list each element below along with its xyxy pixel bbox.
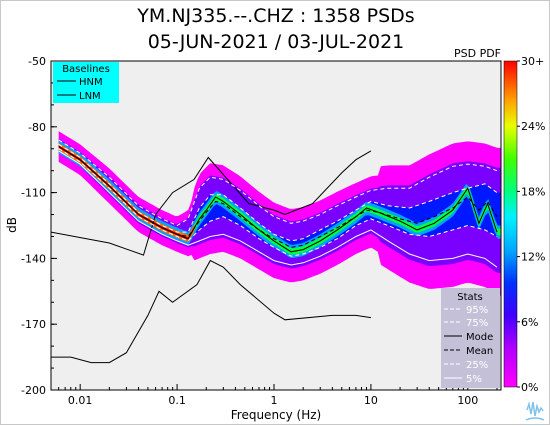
y-tick-label: -140 xyxy=(21,252,46,265)
y-tick-label: -80 xyxy=(28,121,46,134)
baselines-legend: Baselines HNM LNM xyxy=(53,62,119,103)
y-axis-label: dB xyxy=(5,217,19,233)
colorbar-ticks: 30+ 24% 18% 12% 6% 0% xyxy=(517,55,545,394)
colorbar xyxy=(503,60,518,388)
plot-frame xyxy=(50,60,502,391)
y-tick-label: -200 xyxy=(21,384,46,397)
x-tick-label: 10 xyxy=(364,394,378,407)
chart-title: YM.NJ335.--.CHZ : 1358 PSDs xyxy=(137,5,415,27)
colorbar-tick-label: 30+ xyxy=(521,55,544,68)
colorbar-tick-label: 18% xyxy=(521,185,545,198)
y-tick-label: -50 xyxy=(28,55,46,68)
y-tick-label: -110 xyxy=(21,187,46,200)
mode-legend-label: Mode xyxy=(466,332,493,343)
pdf-band-low xyxy=(58,138,501,273)
colorbar-tick-label: 0% xyxy=(521,381,538,394)
stats-legend-title: Stats xyxy=(457,292,483,303)
stats-legend: Stats 95% 75% Mode Mean 25% 5% xyxy=(441,288,500,388)
colorbar-label: PSD PDF xyxy=(454,47,501,60)
p25-legend-label: 25% xyxy=(466,360,488,371)
p95-legend-label: 95% xyxy=(466,305,488,316)
y-tick-label: -170 xyxy=(21,318,46,331)
y-axis: -50 -80 -110 -140 -170 -200 xyxy=(21,55,57,397)
series-95pct xyxy=(58,139,498,227)
baselines-legend-title: Baselines xyxy=(62,64,110,75)
series-lnm xyxy=(51,259,371,364)
series-mean xyxy=(58,146,498,248)
stats-legend-box xyxy=(441,288,500,388)
pdf-band-max xyxy=(58,143,195,242)
lnm-legend-label: LNM xyxy=(79,91,101,102)
series-hnm xyxy=(51,150,372,256)
p5-legend-label: 5% xyxy=(466,374,482,385)
series-75pct xyxy=(58,143,498,242)
x-tick-label: 0.1 xyxy=(168,394,186,407)
x-tick-label: 1 xyxy=(270,394,277,407)
x-axis: 0.01 0.1 1 10 100 xyxy=(50,384,498,407)
colorbar-tick-label: 6% xyxy=(521,316,538,329)
logo-icon xyxy=(525,401,545,421)
series-5pct xyxy=(58,150,498,268)
series-25pct xyxy=(58,148,498,257)
hnm-legend-label: HNM xyxy=(79,77,103,88)
p75-legend-label: 75% xyxy=(466,318,488,329)
x-tick-label: 100 xyxy=(457,394,478,407)
x-axis-label: Frequency (Hz) xyxy=(231,408,322,422)
x-tick-label: 0.01 xyxy=(68,394,93,407)
mean-legend-label: Mean xyxy=(466,346,493,357)
colorbar-tick-label: 12% xyxy=(521,251,545,264)
pdf-band-outer xyxy=(58,131,501,296)
chart-subtitle: 05-JUN-2021 / 03-JUL-2021 xyxy=(147,31,405,53)
baselines-legend-box xyxy=(53,62,119,103)
series-layer xyxy=(51,139,498,364)
colorbar-tick-label: 24% xyxy=(521,120,545,133)
